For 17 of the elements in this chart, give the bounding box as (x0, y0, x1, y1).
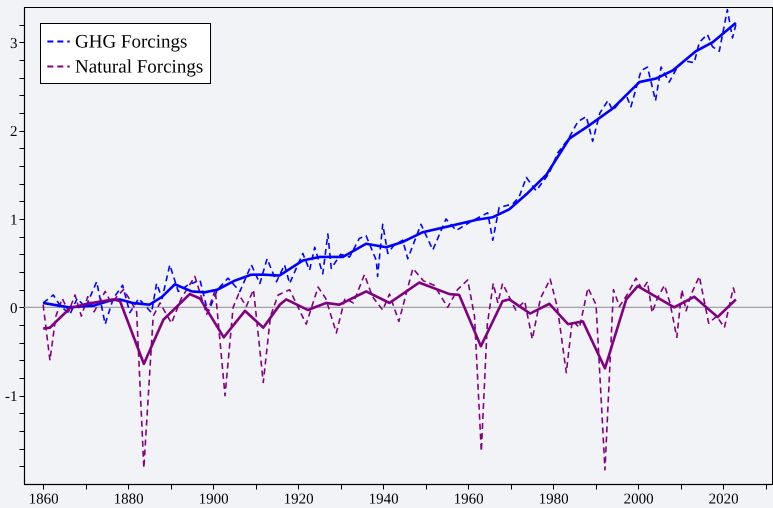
x-tick-label: 1920 (284, 492, 314, 508)
line-series (42, 268, 737, 471)
x-tick-label: 1860 (28, 492, 59, 508)
y-tick-label: 2 (10, 124, 18, 140)
y-tick-label: 0 (10, 300, 18, 317)
x-tick-label: 1960 (454, 492, 484, 508)
y-tick-label: 3 (10, 36, 18, 52)
x-tick-label: 2020 (708, 492, 739, 508)
legend-label: Natural Forcings (75, 56, 204, 78)
legend-label: GHG Forcings (75, 32, 188, 52)
y-tick-label: 1 (10, 212, 18, 228)
x-tick-label: 1940 (368, 492, 399, 508)
x-tick-label: 1880 (114, 492, 144, 508)
x-tick-label: 1900 (198, 492, 229, 508)
y-tick-label: -1 (5, 389, 18, 406)
x-tick-label: 1980 (538, 492, 569, 508)
x-tick-label: 2000 (624, 492, 654, 508)
